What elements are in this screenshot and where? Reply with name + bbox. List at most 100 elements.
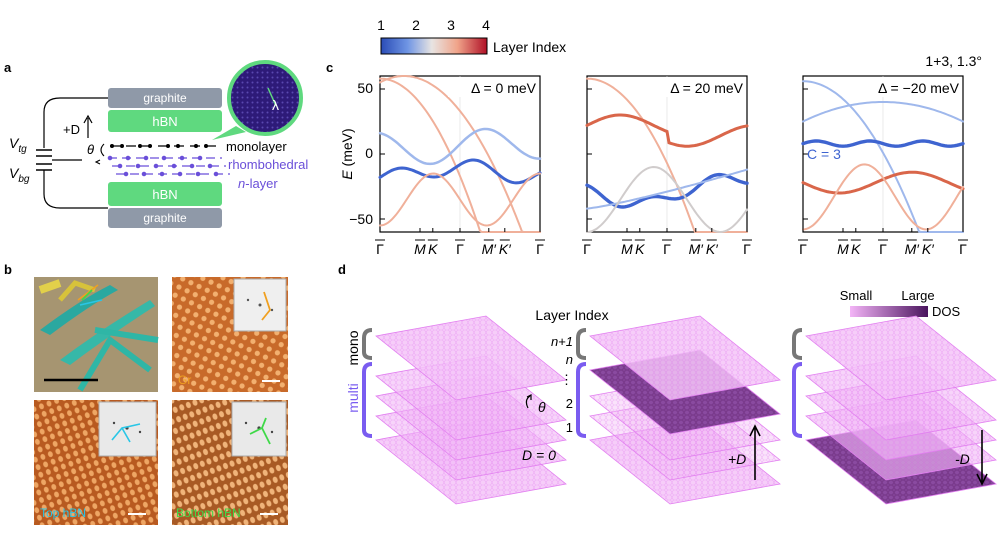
xtick-label: M′ xyxy=(905,241,921,257)
xtick-label: Γ xyxy=(376,241,384,257)
xtick-label: M xyxy=(414,241,426,257)
band-curve xyxy=(802,101,964,123)
ytick-minus50: −50 xyxy=(349,211,373,227)
colorbar-gradient xyxy=(380,37,488,55)
label-1: 1 xyxy=(566,420,573,435)
minus-d-field-arrow-icon xyxy=(976,430,988,486)
label-n: n xyxy=(566,352,573,367)
bottom-gate-wire xyxy=(43,170,108,209)
xtick-label: K′ xyxy=(499,241,512,257)
micrograph-device xyxy=(34,277,159,392)
dos-large-label: Large xyxy=(901,288,934,303)
theta-label: θ xyxy=(87,142,94,157)
band-curve xyxy=(801,139,965,148)
top-gate-wire xyxy=(43,97,108,148)
dos-stack-1 xyxy=(375,315,567,505)
multi-label: multi xyxy=(345,383,361,413)
bands-ylabel: E (meV) xyxy=(339,128,355,179)
moire-pattern-circle xyxy=(227,60,303,136)
xtick-label: Γ xyxy=(799,241,807,257)
graphene-sheet-lattice xyxy=(376,316,566,400)
top-hbn-layer xyxy=(108,110,222,132)
bottom-hbn-layer xyxy=(108,182,222,206)
dos-label: DOS xyxy=(932,304,961,319)
rhombohedral-chains xyxy=(107,155,230,177)
graphene-sheet-lattice xyxy=(806,316,996,400)
delta-label: Δ = 0 meV xyxy=(471,80,537,96)
band-panel-2: Γ M K Γ M′ K′ Γ Δ = 20 meV xyxy=(582,75,752,257)
xtick-label: Γ xyxy=(536,241,544,257)
colorbar-tick-4: 4 xyxy=(482,17,490,33)
d-zero-label: D = 0 xyxy=(522,447,556,463)
layer-index-heading: Layer Index xyxy=(535,307,608,323)
xtick-label: K xyxy=(851,241,861,257)
delta-label-bg xyxy=(448,77,539,97)
micrograph-bottom-hbn: Bottom hBN xyxy=(172,400,288,525)
layer-numbers-middle: n+1 n ⋮ 2 1 xyxy=(551,328,587,438)
colorbar-tick-3: 3 xyxy=(447,17,455,33)
moire-callout xyxy=(212,126,246,140)
delta-label-bg xyxy=(655,77,746,97)
mono-label: mono xyxy=(345,330,361,365)
vbg-label: Vbg xyxy=(9,165,30,185)
xtick-label: Γ xyxy=(663,241,671,257)
panel-label-a: a xyxy=(4,60,12,75)
micrograph-top-hbn: Top hBN xyxy=(34,400,158,525)
xtick-label: K′ xyxy=(706,241,719,257)
top-hbn-micro-label: Top hBN xyxy=(40,506,86,520)
plus-d-label: +D xyxy=(63,122,80,137)
layer-brackets-right xyxy=(792,328,803,438)
dos-stack-2 xyxy=(589,315,781,505)
monolayer-label: monolayer xyxy=(226,139,287,154)
bottom-graphite-label: graphite xyxy=(143,211,187,225)
bottom-hbn-label: hBN xyxy=(152,187,177,202)
twist-arrow-icon xyxy=(525,394,532,409)
xtick-label: K xyxy=(635,241,645,257)
graphene-sheet-lattice xyxy=(376,356,566,440)
ytick-0: 0 xyxy=(365,145,373,161)
minus-d-field-label: -D xyxy=(955,451,970,467)
xtick-label: K′ xyxy=(922,241,935,257)
xtick-label: M′ xyxy=(482,241,498,257)
xtick-label: M xyxy=(837,241,849,257)
xtick-label: Γ xyxy=(456,241,464,257)
label-2: 2 xyxy=(566,396,573,411)
xtick-label: M xyxy=(621,241,633,257)
colorbar-tick-1: 1 xyxy=(377,17,385,33)
dos-stacks xyxy=(375,315,997,505)
monolayer-chain xyxy=(110,144,220,148)
xtick-label: K xyxy=(428,241,438,257)
band-curve xyxy=(378,127,542,166)
xtick-label: Γ xyxy=(959,241,967,257)
xtick-label: M′ xyxy=(689,241,705,257)
top-hbn-label: hBN xyxy=(152,114,177,129)
vtg-label: Vtg xyxy=(9,135,27,155)
rhombohedral-label: rhombohedral xyxy=(228,157,308,172)
band-curve xyxy=(586,165,748,234)
band-panel-1: Γ M K Γ M′ K′ Γ Δ = 0 meV xyxy=(375,75,545,257)
top-graphite-label: graphite xyxy=(143,91,187,105)
plus-d-field-label: +D xyxy=(728,451,746,467)
plus-d-arrow-icon xyxy=(83,114,93,138)
gr-label: Gr xyxy=(178,373,191,387)
xtick-label: Γ xyxy=(743,241,751,257)
graphene-sheet-lattice xyxy=(806,356,996,440)
dos-small-label: Small xyxy=(840,288,873,303)
panel-label-b: b xyxy=(4,262,12,277)
micrograph-gr: Gr xyxy=(172,277,288,392)
ytick-50: 50 xyxy=(357,80,373,96)
bottom-hbn-micro-label: Bottom hBN xyxy=(176,506,241,520)
xtick-label: Γ xyxy=(879,241,887,257)
delta-label-bg xyxy=(871,77,962,97)
label-n-plus-1: n+1 xyxy=(551,334,573,349)
graphene-sheet-lattice xyxy=(590,316,780,400)
layer-brackets-left: mono multi xyxy=(345,328,373,438)
delta-label: Δ = 20 meV xyxy=(670,80,743,96)
device-stack-schematic: Vtg Vbg +D θ graphite hBN monolayer rh xyxy=(9,60,308,228)
xtick-label: Γ xyxy=(583,241,591,257)
band-curve xyxy=(379,77,541,233)
band-panel-3: Γ M K Γ M′ K′ Γ Δ = −20 meV C = 3 xyxy=(798,75,968,257)
dos-gradient xyxy=(850,306,928,317)
